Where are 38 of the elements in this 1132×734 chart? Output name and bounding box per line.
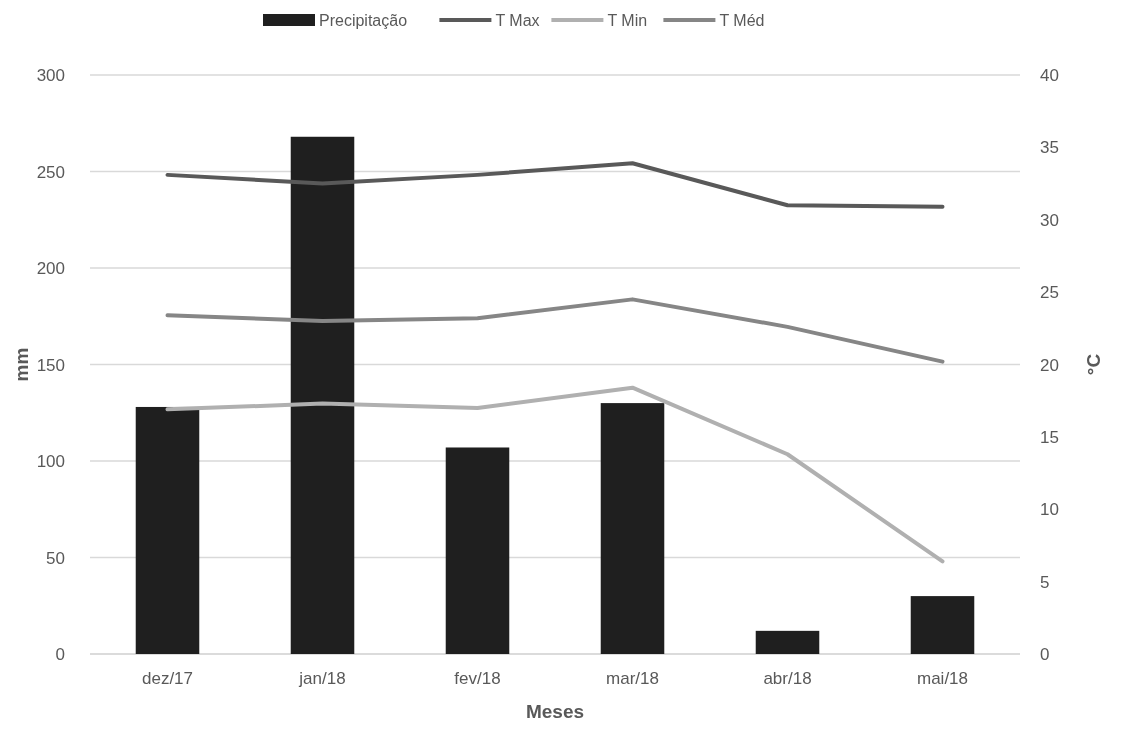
- y2-axis-title: °C: [1083, 353, 1104, 376]
- y-tick-label: 50: [46, 548, 65, 568]
- legend-label: T Max: [495, 12, 540, 29]
- y-tick-label: 300: [36, 66, 65, 85]
- y2-tick-label: 30: [1040, 210, 1059, 230]
- y-tick-label: 250: [36, 162, 65, 182]
- y2-tick-label: 5: [1040, 572, 1050, 592]
- y2-tick-label: 25: [1040, 283, 1059, 303]
- y-tick-label: 150: [36, 355, 65, 375]
- legend-label: T Méd: [719, 12, 765, 29]
- line-series: [165, 161, 945, 209]
- y2-tick-label: 15: [1040, 427, 1059, 447]
- y-tick-label: 200: [36, 259, 65, 278]
- y2-tick-label: 10: [1040, 500, 1059, 520]
- bar: [755, 630, 820, 654]
- legend-label: Precipitação: [319, 12, 408, 29]
- x-tick-label: jan/18: [298, 669, 346, 688]
- x-tick-label: dez/17: [141, 669, 194, 688]
- bar: [445, 447, 510, 654]
- x-axis-title: Meses: [525, 701, 585, 722]
- bar: [290, 136, 355, 654]
- y2-tick-label: 20: [1040, 355, 1059, 375]
- y2-tick-label: 35: [1040, 138, 1059, 158]
- bar: [135, 406, 200, 654]
- legend-label: T Min: [607, 12, 648, 29]
- line-series: [165, 385, 945, 564]
- bar: [600, 403, 665, 654]
- x-tick-label: fev/18: [454, 669, 501, 688]
- line-series: [165, 297, 945, 364]
- y-axis-title: mm: [11, 347, 32, 382]
- y-tick-label: 0: [55, 645, 65, 664]
- x-tick-label: abr/18: [763, 669, 812, 688]
- y2-tick-label: 0: [1040, 645, 1050, 664]
- bar: [910, 596, 975, 654]
- y2-tick-label: 40: [1040, 66, 1059, 85]
- x-tick-label: mar/18: [606, 669, 659, 688]
- x-tick-label: mai/18: [916, 669, 969, 688]
- y-tick-label: 100: [36, 452, 65, 471]
